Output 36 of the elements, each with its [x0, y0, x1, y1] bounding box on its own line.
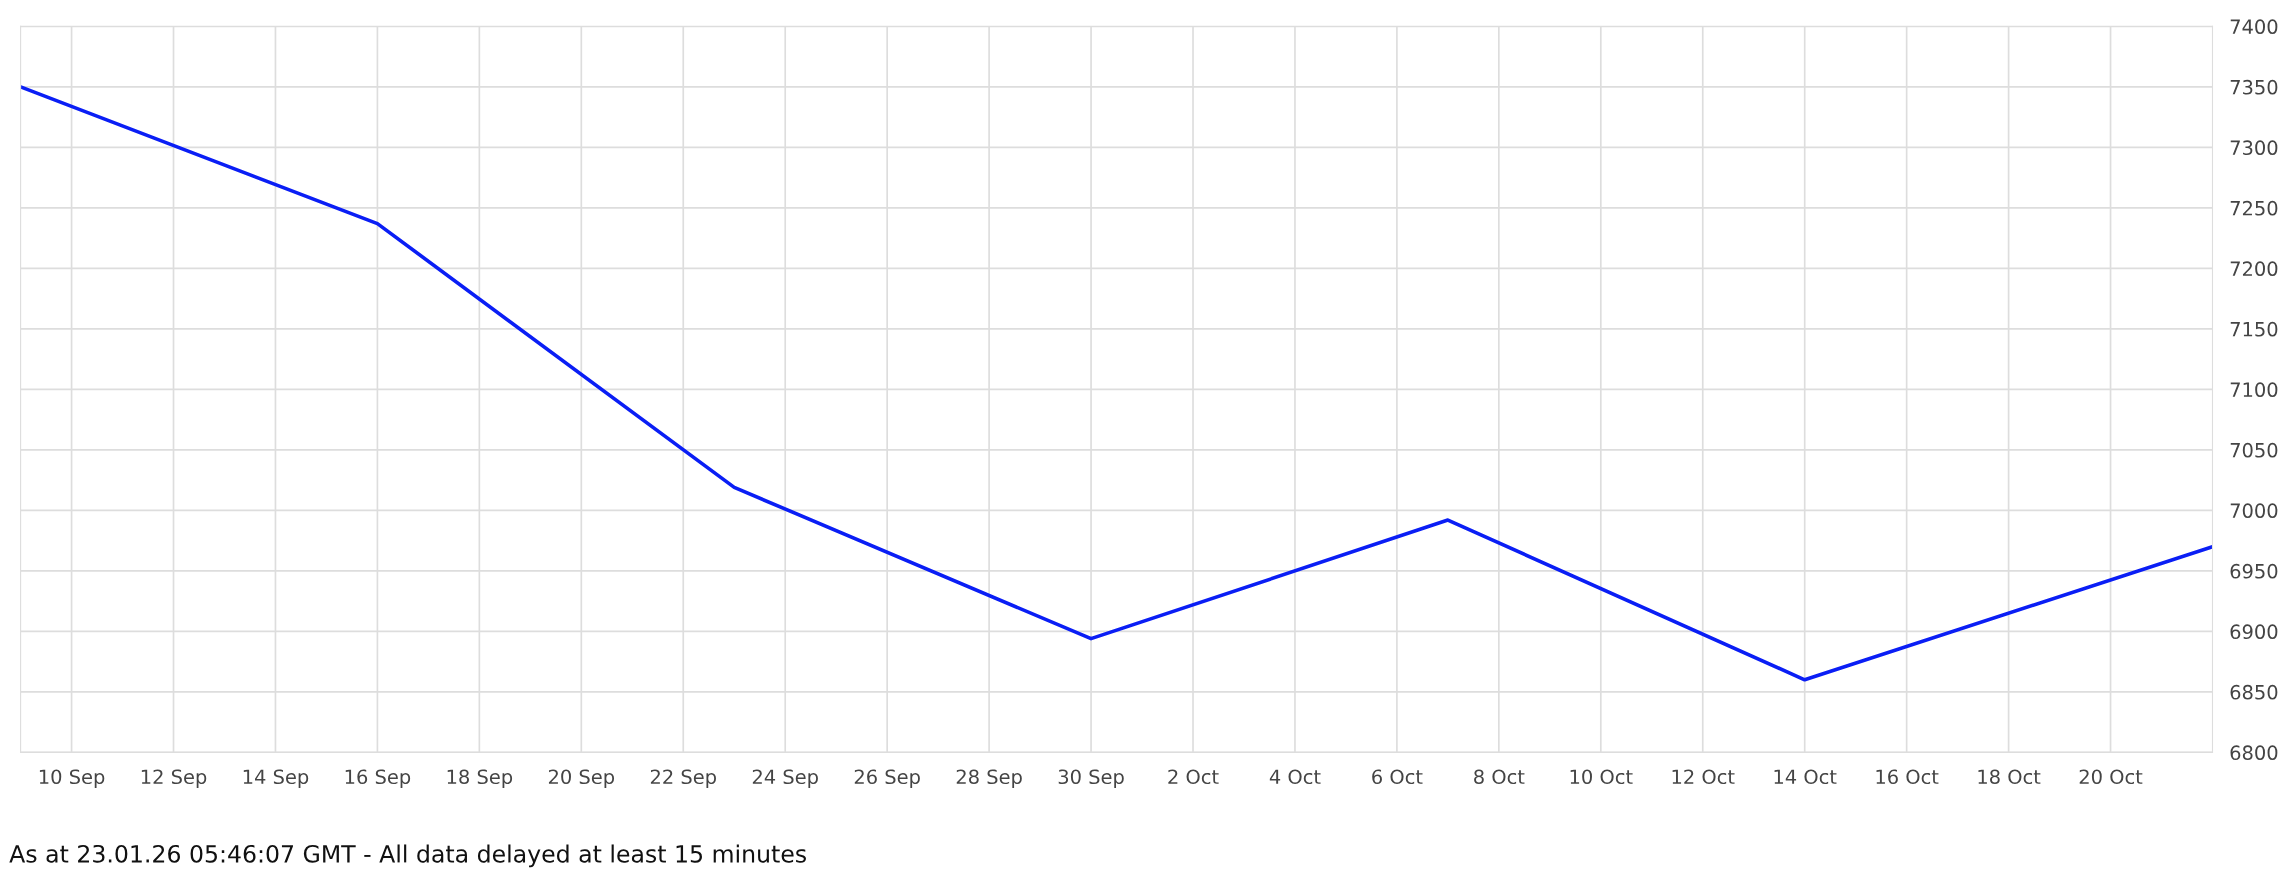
x-tick-label: 18 Oct	[1978, 769, 2041, 785]
y-tick-label: 7200	[2230, 261, 2278, 277]
y-tick-label: 7150	[2230, 321, 2278, 337]
y-tick-label: 6950	[2230, 563, 2278, 579]
x-tick-label: 16 Oct	[1876, 769, 1939, 785]
y-tick-label: 7250	[2230, 200, 2278, 216]
x-tick-label: 14 Sep	[243, 769, 309, 788]
x-tick-label: 6 Oct	[1372, 769, 1423, 785]
x-tick-label: 18 Sep	[447, 769, 513, 788]
y-tick-label: 7050	[2230, 442, 2278, 458]
x-tick-label: 10 Sep	[39, 769, 105, 788]
y-tick-label: 6800	[2230, 745, 2278, 761]
x-tick-label: 8 Oct	[1474, 769, 1525, 785]
y-tick-label: 7000	[2230, 503, 2278, 519]
x-tick-label: 16 Sep	[345, 769, 411, 788]
x-tick-label: 14 Oct	[1774, 769, 1837, 785]
y-tick-label: 7300	[2230, 140, 2278, 156]
y-tick-label: 7400	[2230, 19, 2278, 35]
y-tick-label: 6850	[2230, 684, 2278, 700]
text: As at 23.01.26 05:46:07 GMT - All data delayed at least 15 minutes	[9, 844, 806, 868]
x-tick-label: 22 Sep	[650, 769, 716, 788]
y-tick-label: 7100	[2230, 382, 2278, 398]
x-tick-label: 30 Sep	[1058, 769, 1124, 788]
y-tick-label: 6900	[2230, 624, 2278, 640]
x-tick-label: 26 Sep	[854, 769, 920, 788]
x-tick-label: 4 Oct	[1269, 769, 1321, 785]
x-tick-label: 12 Oct	[1672, 769, 1735, 785]
y-tick-label: 7350	[2230, 79, 2278, 95]
x-tick-label: 12 Sep	[141, 769, 207, 788]
x-tick-label: 10 Oct	[1570, 769, 1633, 785]
x-tick-label: 2 Oct	[1168, 769, 1219, 785]
x-tick-label: 24 Sep	[752, 769, 818, 788]
line-series	[20, 85, 2213, 682]
x-tick-label: 20 Oct	[2079, 769, 2143, 785]
x-tick-label: 20 Sep	[548, 769, 615, 788]
x-tick-label: 28 Sep	[956, 769, 1022, 788]
